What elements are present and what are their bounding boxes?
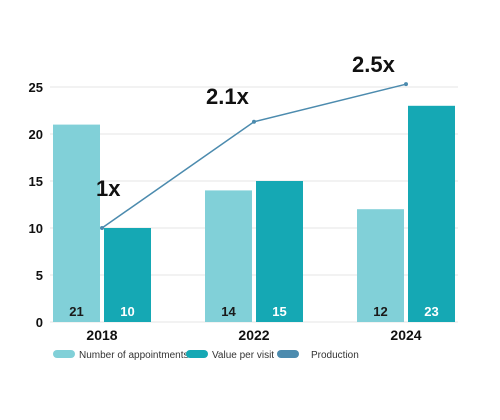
bar-value-label: 15 (272, 304, 286, 319)
y-tick-label: 20 (29, 127, 43, 142)
legend-swatch (53, 350, 75, 358)
legend-label: Value per visit (212, 350, 274, 361)
x-tick-label: 2024 (390, 327, 421, 343)
y-tick-label: 25 (29, 80, 43, 95)
production-multiplier-label: 1x (96, 176, 121, 201)
bar-value-per-visit-2024 (408, 105, 455, 322)
production-point-2018 (100, 226, 104, 230)
y-tick-label: 10 (29, 221, 43, 236)
legend: Number of appointments Value per visit Pro… (53, 350, 359, 361)
legend-swatch (186, 350, 208, 358)
bar-number-of-appointments-2024 (357, 209, 404, 322)
y-tick-label: 0 (36, 315, 43, 330)
x-tick-label: 2018 (86, 327, 117, 343)
bar-number-of-appointments-2022 (205, 190, 252, 322)
y-axis-ticks: 0 5 10 15 20 25 (29, 80, 43, 330)
bars-layer: 21 10 14 15 12 23 (53, 105, 455, 322)
bar-value-label: 10 (120, 304, 134, 319)
production-line-layer: 1x 2.1x 2.5x (96, 52, 408, 230)
bar-value-label: 21 (69, 304, 83, 319)
production-point-2022 (252, 119, 256, 124)
legend-label: Number of appointments (79, 350, 189, 361)
bar-value-label: 14 (221, 304, 236, 319)
production-multiplier-label: 2.1x (206, 84, 250, 109)
x-tick-label: 2022 (238, 327, 269, 343)
production-point-2024 (404, 82, 408, 87)
y-tick-label: 5 (36, 268, 43, 283)
x-axis-ticks: 2018 2022 2024 (86, 327, 421, 343)
bar-value-label: 23 (424, 304, 438, 319)
bar-value-per-visit-2022 (256, 181, 303, 322)
legend-label: Production (311, 350, 359, 361)
bar-value-label: 12 (373, 304, 387, 319)
production-line (101, 83, 407, 229)
production-multiplier-label: 2.5x (352, 52, 396, 77)
y-tick-label: 15 (29, 174, 43, 189)
legend-swatch (277, 350, 299, 358)
bar-number-of-appointments-2018 (53, 124, 100, 322)
bar-value-per-visit-2018 (104, 228, 151, 322)
